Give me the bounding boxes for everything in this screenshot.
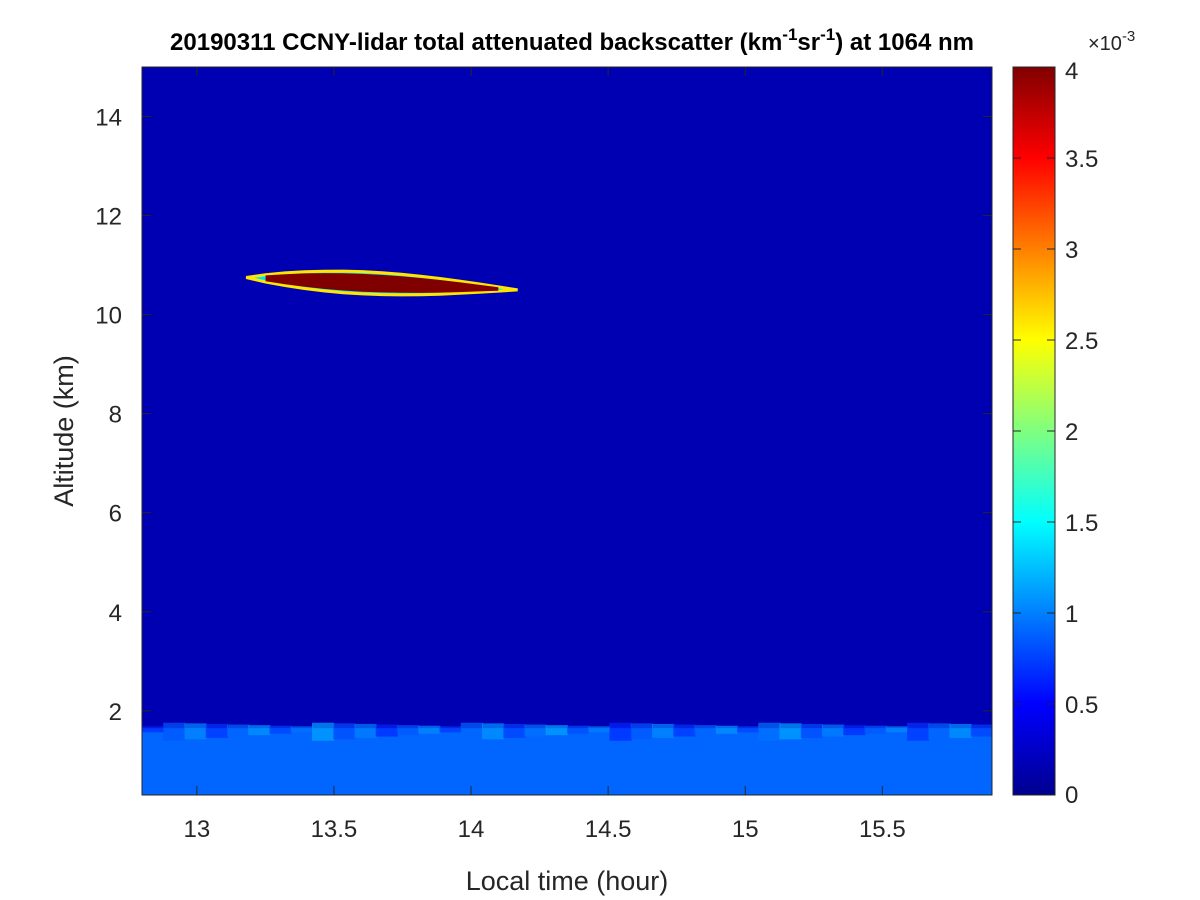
colorbar-tick-label: 1 bbox=[1065, 601, 1078, 628]
boundary-layer-cell bbox=[375, 724, 398, 737]
y-tick-label: 10 bbox=[95, 303, 122, 330]
y-tick-label: 14 bbox=[95, 105, 122, 132]
boundary-layer-cell bbox=[482, 723, 505, 740]
boundary-layer-cell bbox=[269, 725, 292, 734]
y-tick-label: 2 bbox=[109, 699, 122, 726]
plot-area bbox=[142, 67, 992, 795]
colorbar-tick-label: 0 bbox=[1065, 782, 1078, 809]
colorbar-ticks: 0 0.5 1 1.5 2 2.5 3 3.5 4 bbox=[1013, 58, 1098, 809]
boundary-layer-cell bbox=[715, 725, 738, 734]
boundary-layer-cell bbox=[885, 726, 908, 733]
boundary-layer-cell bbox=[460, 722, 483, 741]
boundary-layer-cell bbox=[248, 725, 271, 736]
boundary-layer-cell bbox=[184, 723, 207, 740]
boundary-layer-cell bbox=[800, 723, 823, 738]
boundary-layer-cell bbox=[397, 725, 420, 736]
boundary-layer-cell bbox=[630, 723, 653, 740]
boundary-layer-cell bbox=[694, 725, 717, 736]
boundary-layer-cell bbox=[312, 722, 335, 741]
boundary-layer-cell bbox=[907, 722, 930, 741]
colorbar-tick-label: 0.5 bbox=[1065, 692, 1098, 719]
boundary-layer-cell bbox=[163, 722, 186, 741]
colorbar-tick-label: 3 bbox=[1065, 237, 1078, 264]
boundary-layer-cell bbox=[928, 723, 951, 740]
x-tick-label: 14 bbox=[458, 816, 485, 843]
boundary-layer-cell bbox=[843, 725, 866, 736]
boundary-layer-cell bbox=[142, 726, 165, 733]
colorbar-tick-label: 1.5 bbox=[1065, 510, 1098, 537]
boundary-layer-cell bbox=[609, 722, 632, 741]
y-axis-label: Altitude (km) bbox=[49, 355, 79, 507]
colorbar-tick-label: 2 bbox=[1065, 419, 1078, 446]
x-axis-label: Local time (hour) bbox=[466, 866, 669, 896]
y-tick-label: 4 bbox=[109, 600, 122, 627]
boundary-layer-cell bbox=[779, 723, 802, 740]
colorbar-tick-label: 3.5 bbox=[1065, 146, 1098, 173]
chart-title: 20190311 CCNY-lidar total attenuated bac… bbox=[170, 25, 974, 56]
boundary-layer-cell bbox=[227, 724, 250, 737]
x-tick-label: 15.5 bbox=[859, 816, 906, 843]
y-axis-ticks: 2 4 6 8 10 12 14 bbox=[95, 105, 992, 726]
boundary-layer-cell bbox=[864, 725, 887, 734]
boundary-layer-cell bbox=[503, 723, 526, 738]
boundary-layer-cell bbox=[758, 722, 781, 741]
boundary-layer-cell bbox=[970, 724, 992, 737]
colorbar-tick-label: 4 bbox=[1065, 58, 1078, 85]
x-axis-ticks: 13 13.5 14 14.5 15 15.5 bbox=[183, 67, 906, 843]
boundary-layer-cell bbox=[524, 724, 547, 737]
cirrus-layer-core bbox=[265, 273, 499, 293]
boundary-layer-cell bbox=[567, 725, 590, 734]
boundary-layer-cell bbox=[418, 725, 441, 734]
heatmap-background bbox=[142, 67, 992, 795]
boundary-layer-cell bbox=[588, 726, 611, 733]
x-tick-label: 15 bbox=[732, 816, 759, 843]
boundary-layer-region bbox=[142, 728, 992, 795]
y-tick-label: 12 bbox=[95, 204, 122, 231]
x-tick-label: 14.5 bbox=[585, 816, 632, 843]
boundary-layer-cell bbox=[673, 724, 696, 737]
boundary-layer-cell bbox=[205, 723, 228, 738]
boundary-layer-cell bbox=[737, 726, 760, 733]
y-tick-label: 8 bbox=[109, 402, 122, 429]
colorbar-tick-label: 2.5 bbox=[1065, 328, 1098, 355]
boundary-layer-cell bbox=[545, 725, 568, 736]
y-tick-label: 6 bbox=[109, 501, 122, 528]
boundary-layer-cell bbox=[354, 723, 377, 738]
x-tick-label: 13.5 bbox=[311, 816, 358, 843]
boundary-layer-cell bbox=[333, 723, 356, 740]
boundary-layer-cell bbox=[949, 723, 972, 738]
boundary-layer-cell bbox=[290, 726, 313, 733]
plot-frame bbox=[141, 66, 993, 796]
boundary-layer-cell bbox=[439, 726, 462, 733]
x-tick-label: 13 bbox=[183, 816, 210, 843]
boundary-layer-cell bbox=[822, 724, 845, 737]
boundary-layer-cell bbox=[652, 723, 675, 738]
colorbar-exponent: ×10-3 bbox=[1088, 28, 1135, 55]
